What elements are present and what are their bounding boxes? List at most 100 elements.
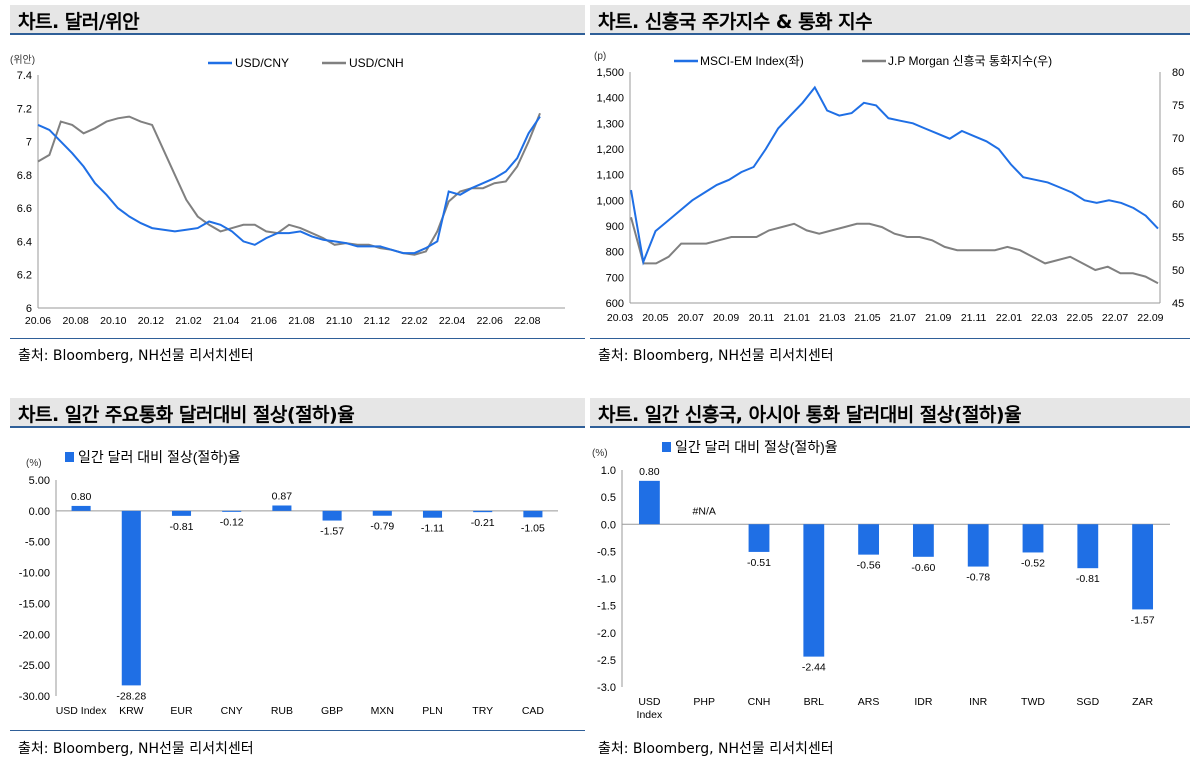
x-tick-label: 22.08 bbox=[514, 315, 540, 327]
x-tick-label: ARS bbox=[858, 696, 880, 708]
x-tick-label: 21.05 bbox=[854, 312, 880, 324]
legend-swatch bbox=[662, 442, 671, 452]
major-fx-bar-chart: (%) 일간 달러 대비 절상(절하)율 5.00 0.00 -5.00 -10.00 -1… bbox=[19, 449, 558, 717]
bar bbox=[171, 510, 192, 516]
y-tick-label: -0.5 bbox=[597, 546, 616, 558]
y-right-tick-label: 60 bbox=[1172, 199, 1184, 211]
x-tick-label: 22.01 bbox=[996, 312, 1022, 324]
y-tick-label: 0.5 bbox=[601, 492, 616, 504]
y-tick-label: -15.00 bbox=[19, 598, 50, 610]
legend-label-jpm: J.P Morgan 신흥국 통화지수(우) bbox=[888, 54, 1052, 68]
x-tick-label: 22.09 bbox=[1137, 312, 1163, 324]
y-tick-label: 5.00 bbox=[29, 475, 50, 487]
bar bbox=[372, 510, 392, 516]
y-unit-label: (%) bbox=[592, 448, 608, 459]
x-tick-label: 21.06 bbox=[251, 315, 277, 327]
source-note: 출처: Bloomberg, NH선물 리서치센터 bbox=[18, 741, 254, 757]
y-tick-label: -20.00 bbox=[19, 629, 50, 641]
em-index-line-chart: (p) 600 700 800 900 1,000 1,100 1,200 1,300 1,400… bbox=[594, 51, 1184, 324]
x-tick-label: 21.03 bbox=[819, 312, 845, 324]
y-tick-label: -1.0 bbox=[597, 574, 616, 586]
y-left-tick-label: 1,000 bbox=[596, 195, 624, 207]
y-tick-label: 7 bbox=[26, 137, 32, 149]
y-tick-label: 0.00 bbox=[29, 506, 50, 518]
bar bbox=[272, 505, 292, 511]
x-tick-label: 22.05 bbox=[1067, 312, 1093, 324]
bar bbox=[858, 524, 880, 555]
bar bbox=[222, 510, 242, 512]
data-label: -1.57 bbox=[1131, 614, 1155, 626]
data-label: -1.11 bbox=[421, 523, 444, 535]
x-tick-label: USD bbox=[638, 696, 661, 708]
x-tick-label: 21.04 bbox=[213, 315, 239, 327]
usdcnh-line bbox=[37, 112, 541, 256]
x-tick-label: CAD bbox=[522, 705, 545, 717]
x-tick-label: SGD bbox=[1076, 696, 1099, 708]
data-label: #N/A bbox=[693, 505, 716, 517]
data-label: -0.79 bbox=[370, 521, 394, 533]
y-left-tick-label: 1,400 bbox=[596, 93, 624, 105]
x-tick-label: 20.06 bbox=[25, 315, 51, 327]
em-asia-fx-bar-chart: (%) 일간 달러 대비 절상(절하)율 1.0 0.5 0.0 -0.5 -1.0 -1.5… bbox=[592, 439, 1170, 721]
data-label: -0.51 bbox=[747, 557, 771, 569]
legend-label: 일간 달러 대비 절상(절하)율 bbox=[675, 439, 838, 455]
y-tick-label: -10.00 bbox=[19, 568, 50, 580]
bar bbox=[121, 510, 141, 686]
x-tick-label: 21.11 bbox=[961, 312, 987, 324]
x-tick-label: CNH bbox=[748, 696, 771, 708]
x-tick-label: IDR bbox=[914, 696, 933, 708]
x-tick-label: 20.07 bbox=[678, 312, 704, 324]
y-tick-label: 1.0 bbox=[601, 465, 616, 477]
x-tick-label: USD Index bbox=[56, 705, 108, 717]
x-tick-label: 22.07 bbox=[1102, 312, 1128, 324]
bar bbox=[748, 524, 770, 552]
x-tick-label: GBP bbox=[321, 705, 343, 717]
y-left-tick-label: 1,100 bbox=[596, 170, 624, 182]
y-tick-label: 6 bbox=[26, 303, 32, 315]
msci-em-line bbox=[630, 85, 1159, 266]
bar bbox=[1077, 524, 1099, 569]
x-tick-label: 20.08 bbox=[63, 315, 89, 327]
x-tick-label: KRW bbox=[119, 705, 143, 717]
x-tick-label: Index bbox=[637, 709, 663, 721]
usdcny-line bbox=[37, 116, 541, 255]
y-right-tick-label: 55 bbox=[1172, 232, 1184, 244]
chart-title: 차트. 일간 주요통화 달러대비 절상(절하)율 bbox=[18, 404, 355, 426]
bar bbox=[473, 510, 493, 513]
y-tick-label: 6.4 bbox=[17, 236, 32, 248]
legend-label: 일간 달러 대비 절상(절하)율 bbox=[78, 449, 241, 465]
x-tick-label: PLN bbox=[422, 705, 442, 717]
x-tick-label: TRY bbox=[472, 705, 493, 717]
x-tick-label: 21.02 bbox=[175, 315, 201, 327]
x-tick-label: 20.10 bbox=[100, 315, 126, 327]
y-left-tick-label: 1,200 bbox=[596, 144, 624, 156]
source-note: 출처: Bloomberg, NH선물 리서치센터 bbox=[18, 348, 254, 364]
x-tick-label: TWD bbox=[1021, 696, 1045, 708]
bar bbox=[1022, 524, 1044, 553]
x-tick-label: 22.03 bbox=[1031, 312, 1057, 324]
y-tick-label: -2.0 bbox=[597, 628, 616, 640]
x-tick-label: MXN bbox=[371, 705, 394, 717]
bar bbox=[803, 524, 825, 657]
data-label: 0.87 bbox=[272, 490, 293, 502]
y-tick-label: 7.4 bbox=[17, 70, 32, 82]
data-label: -2.44 bbox=[802, 662, 826, 674]
chart-panel-major-fx: 차트. 일간 주요통화 달러대비 절상(절하)율 (%) 일간 달러 대비 절상(… bbox=[10, 398, 585, 758]
chart-header: 차트. 일간 주요통화 달러대비 절상(절하)율 bbox=[10, 398, 585, 428]
x-tick-label: 21.08 bbox=[288, 315, 314, 327]
bar bbox=[1132, 524, 1154, 610]
x-tick-label: 22.04 bbox=[439, 315, 465, 327]
data-label: -1.57 bbox=[320, 526, 344, 538]
x-tick-label: BRL bbox=[804, 696, 825, 708]
chart-panel-usd-cny: 차트. 달러/위안 (위안) 6 6.2 6.4 6.6 6.8 7 7.2 7.4 20.06 2… bbox=[10, 5, 585, 370]
legend-label-msci: MSCI-EM Index(좌) bbox=[700, 54, 804, 68]
jpm-em-currency-line bbox=[630, 216, 1159, 285]
y-right-tick-label: 75 bbox=[1172, 100, 1184, 112]
y-right-tick-label: 70 bbox=[1172, 133, 1184, 145]
y-tick-label: 7.2 bbox=[17, 103, 32, 115]
x-tick-label: INR bbox=[969, 696, 988, 708]
data-label: -28.28 bbox=[116, 690, 146, 702]
bar bbox=[71, 505, 91, 511]
y-tick-label: 6.8 bbox=[17, 170, 32, 182]
y-left-tick-label: 700 bbox=[606, 272, 624, 284]
